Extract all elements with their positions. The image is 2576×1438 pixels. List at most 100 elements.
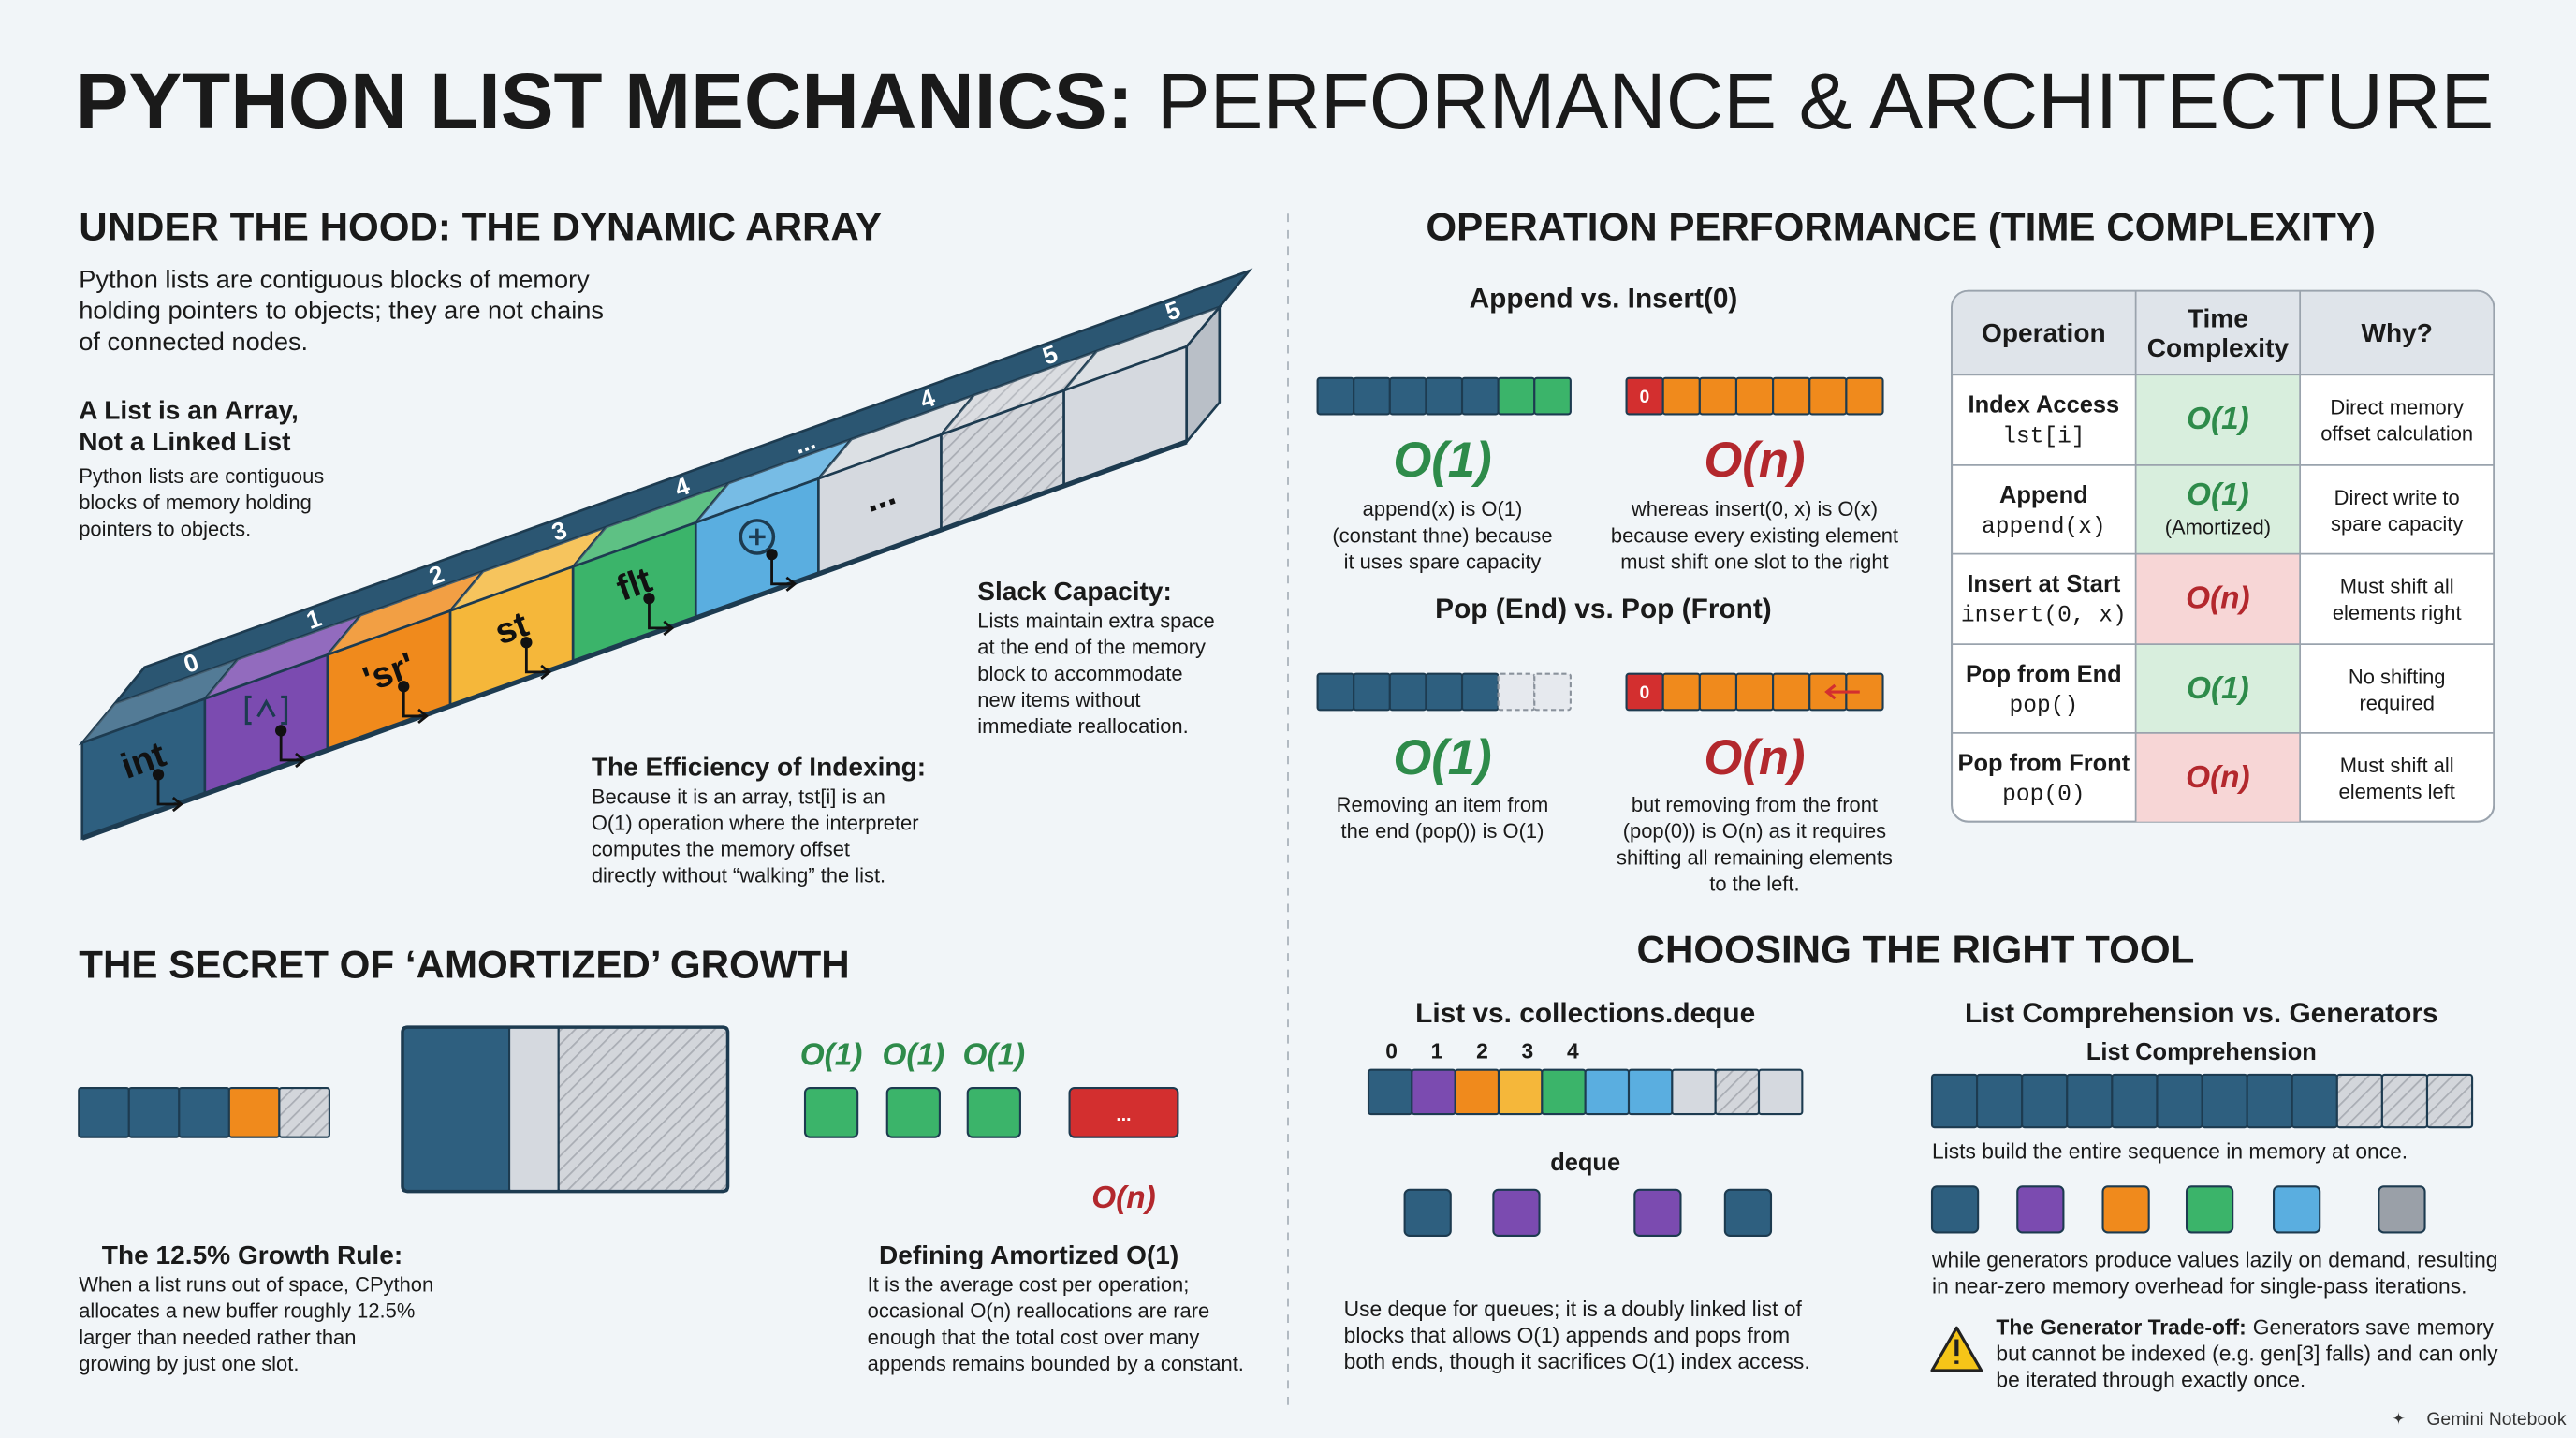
object-icon (244, 695, 288, 726)
text-line: Slack Capacity: (977, 577, 1172, 606)
title-rest: PERFORMANCE & ARCHITECTURE (1157, 57, 2494, 145)
add-icon (739, 519, 776, 555)
pop-end-cell (1425, 672, 1464, 712)
cell-top-shade (327, 571, 484, 655)
text-line: larger than needed rather than (79, 1326, 356, 1349)
generator-value (2101, 1185, 2150, 1234)
text-line: Lists build the entire sequence in memor… (1932, 1138, 2408, 1163)
reason: Must shift all (2340, 575, 2454, 598)
text-line: because every existing element (1611, 523, 1898, 547)
list-cell (1454, 1068, 1500, 1116)
text-line: Because it is an array, tst[i] is an (592, 785, 886, 808)
pointer-dot (766, 549, 778, 561)
text-line: O(1) operation where the interpreter (592, 811, 919, 834)
complexity-cell (2135, 464, 2301, 554)
reason: required (2359, 691, 2434, 714)
operation-code: insert(0, x) (1961, 604, 2127, 629)
text-line: blocks of memory holding (79, 491, 312, 514)
reason: offset calculation (2320, 422, 2473, 446)
text-line: Lists maintain extra space (977, 609, 1214, 633)
append-cell (1425, 376, 1464, 416)
array-base (80, 439, 1188, 841)
operation-code: append(x) (1982, 515, 2106, 540)
page-title: PYTHON LIST MECHANICS: PERFORMANCE & ARCH… (76, 57, 2495, 145)
text-line: THE SECRET OF ‘AMORTIZED’ GROWTH (79, 942, 849, 986)
text-line: Append vs. Insert(0) (1470, 283, 1738, 314)
table-header: Why? (2361, 318, 2432, 347)
text-line: Removing an item from (1337, 793, 1549, 816)
comprehension-cell (2111, 1073, 2159, 1129)
pop-end-cell (1316, 672, 1355, 712)
text-line: but cannot be indexed (e.g. gen[3] falls… (1996, 1341, 2498, 1365)
text-line: computes the memory offset (592, 838, 850, 861)
table-header: Time (2188, 303, 2248, 332)
pop-front-cell (1698, 672, 1738, 712)
operation-name: Index Access (1969, 392, 2120, 418)
complexity: O(1) (2187, 402, 2249, 436)
buffer-free (508, 1026, 560, 1193)
text-line: (constant thne) because (1332, 523, 1552, 547)
text-line: while generators produce values lazily o… (1931, 1247, 2497, 1271)
append-op (886, 1086, 941, 1138)
text-line: to the left. (1709, 872, 1799, 895)
pop-end-cell (1388, 672, 1427, 712)
comprehension-cell (2021, 1073, 2069, 1129)
complexity: O(1) (2187, 671, 2249, 706)
text-line: The Efficiency of Indexing: (592, 753, 926, 782)
reason: elements right (2333, 601, 2462, 624)
list-cell (1584, 1068, 1631, 1116)
text-line: new items without (977, 688, 1140, 712)
pointer-arrow (770, 554, 798, 592)
text-line: deque (1550, 1150, 1620, 1176)
text-line: Gemini Notebook (2426, 1410, 2566, 1430)
text-line: UNDER THE HOOD: THE DYNAMIC ARRAY (79, 204, 882, 248)
deque-block (1492, 1188, 1541, 1238)
deque-block (1723, 1188, 1773, 1238)
cell-top-shade (573, 483, 729, 567)
text-line: Defining Amortized O(1) (879, 1240, 1178, 1269)
tradeoff-text: Generators save memory (2253, 1314, 2495, 1339)
pointer-arrow (279, 730, 306, 769)
text-line: pointers to objects. (79, 517, 251, 540)
text-line: O(n) (1704, 730, 1805, 785)
list-cell (1627, 1068, 1674, 1116)
text-line: holding pointers to objects; they are no… (79, 296, 604, 325)
reason: elements left (2339, 780, 2455, 803)
comprehension-cell (2201, 1073, 2248, 1129)
table-header: Complexity (2147, 333, 2290, 362)
buffer-outline (401, 1025, 730, 1194)
pop-front-cell (1772, 672, 1811, 712)
list-cell (1757, 1068, 1804, 1116)
generator-value (2185, 1185, 2234, 1234)
text-line: it uses spare capacity (1344, 550, 1542, 573)
pointer-dot (520, 637, 533, 649)
pointer-arrow (648, 598, 675, 636)
deque-block (1403, 1188, 1452, 1238)
cell-top-shade (818, 395, 974, 479)
text-line: O(n) (1704, 433, 1805, 488)
realloc-cost: O(n) (1091, 1181, 1155, 1215)
list-cell (1714, 1068, 1761, 1116)
text-line: When a list runs out of space, CPython (79, 1273, 433, 1297)
insert-cell (1661, 376, 1701, 416)
comprehension-cell (2291, 1073, 2338, 1129)
text-line: occasional O(n) reallocations are rare (868, 1299, 1210, 1323)
list-cell (1671, 1068, 1717, 1116)
complexity: O(n) (2186, 581, 2249, 616)
text-line: shifting all remaining elements (1617, 845, 1893, 869)
append-op (966, 1086, 1021, 1138)
small-array (278, 1086, 330, 1138)
cell-top-shade (941, 351, 1097, 435)
insert-cell (1734, 376, 1775, 416)
text-line: O(1) (1393, 730, 1491, 785)
text-line: immediate reallocation. (977, 714, 1188, 738)
cell-top-shade (204, 615, 361, 699)
complexity-cell (2135, 644, 2301, 733)
append-cell (1533, 376, 1572, 416)
text-line: the end (pop()) is O(1) (1341, 819, 1544, 843)
insert-cell (1845, 376, 1884, 416)
text-line: Python lists are contiguous (79, 464, 324, 488)
realloc-dots: ... (1116, 1106, 1131, 1125)
append-cell (1388, 376, 1427, 416)
